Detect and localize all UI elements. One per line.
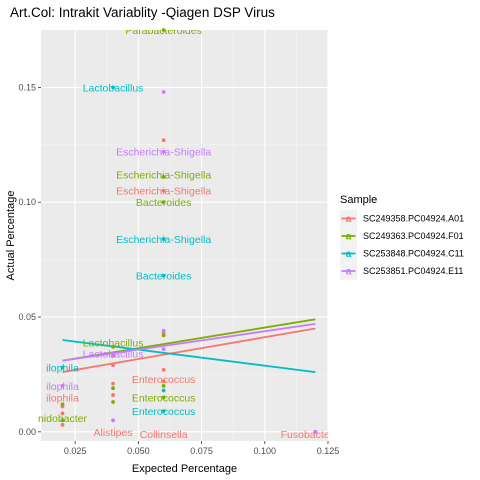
y-axis-label: Actual Percentage [5,191,17,281]
legend-label: SC253851.PC04924.E11 [363,266,463,276]
y-tick-label: 0.00 [18,427,36,437]
trend-line-1 [62,327,316,374]
data-point-3 [161,388,166,393]
legend-label: SC249363.PC04924.F01 [363,231,464,241]
data-point-2 [161,175,166,179]
data-points [60,28,318,434]
point-label: ilophila [46,392,79,404]
legend-label: SC253848.PC04924.C11 [363,249,464,259]
y-axis-ticks: 0.00 0.05 0.10 0.15 [18,82,41,437]
x-tick-label: 0.125 [317,446,340,456]
point-label: Escherichia-Shigella [116,234,211,246]
data-point-2 [60,402,65,407]
data-point-2 [111,386,115,391]
y-tick-label: 0.05 [18,312,36,322]
point-label: Enterococcus [132,406,196,418]
y-tick-label: 0.10 [18,197,36,207]
data-point-4 [111,351,115,356]
data-point-4 [161,328,166,333]
chart-title: Art.Col: Intrakit Variablity -Qiagen DSP… [10,5,275,20]
data-point-2 [111,344,115,349]
point-label: Parabacteroides [125,25,201,37]
legend-key-glyph: a [346,249,352,260]
grid-lines [41,30,329,441]
data-point-1 [60,411,65,416]
x-axis-label: Expected Percentage [132,463,237,475]
point-label: ilophila [46,381,79,393]
data-point-2 [111,400,115,404]
point-label: nidobacter [38,413,88,425]
legend-title: Sample [340,194,377,206]
data-point-1 [111,363,115,368]
data-point-1 [111,381,115,386]
data-point-2 [161,383,166,388]
data-point-1 [161,367,166,372]
legend-label: SC249358.PC04924.A01 [363,214,464,224]
point-label: Enterococcus [132,392,196,404]
data-point-3 [161,237,166,241]
data-point-3 [111,85,115,90]
y-tick-label: 0.15 [18,82,36,92]
data-point-2 [161,200,166,205]
legend: a SC249358.PC04924.A01 a SC249363.PC04924.F… [340,210,464,280]
plot-panel [41,30,328,441]
data-point-4 [313,429,318,434]
data-point-1 [161,188,166,193]
point-label: Escherichia-Shigella [116,186,211,198]
point-labels: ilophila Alistipes Enterococcus Escherichia… [38,25,351,441]
data-point-4 [161,90,166,94]
legend-key-glyph: a [346,267,352,278]
trend-line-4 [62,323,316,362]
data-point-4 [60,383,65,388]
point-label: Bacteroides [136,271,191,283]
data-point-2 [60,418,65,423]
point-label: ilophila [46,363,79,375]
data-point-4 [111,418,115,423]
point-label: Escherichia-Shigella [116,170,211,182]
data-point-2 [161,333,166,338]
data-point-3 [161,273,166,278]
trend-line-3 [62,339,316,374]
point-label: Bacteroides [136,197,191,209]
x-tick-label: 0.075 [190,446,213,456]
legend-key-glyph: a [346,214,352,225]
data-point-3 [161,409,166,414]
data-point-4 [161,347,166,352]
point-label: Lactobacillus [83,349,144,361]
data-point-1 [161,138,166,143]
point-label: Fusobacterium [281,429,351,441]
legend-key-glyph: a [346,232,352,243]
data-point-1 [161,379,166,384]
data-point-2 [161,395,166,400]
data-point-3 [60,365,65,370]
data-point-2 [161,28,166,32]
point-label: Enterococcus [132,374,196,386]
point-label: Lactobacillus [83,82,144,94]
data-point-1 [111,393,115,397]
point-label: Collinsella [140,429,188,441]
x-tick-label: 0.100 [254,446,277,456]
x-tick-label: 0.025 [64,446,87,456]
data-point-4 [161,149,166,154]
point-label: Lactobacillus [83,337,144,349]
trend-lines [62,318,316,374]
point-label: Alistipes [94,427,133,439]
data-point-1 [60,423,65,427]
x-tick-label: 0.050 [127,446,150,456]
x-axis-ticks: 0.025 0.050 0.075 0.100 0.125 [64,441,339,456]
point-label: Escherichia-Shigella [116,147,211,159]
